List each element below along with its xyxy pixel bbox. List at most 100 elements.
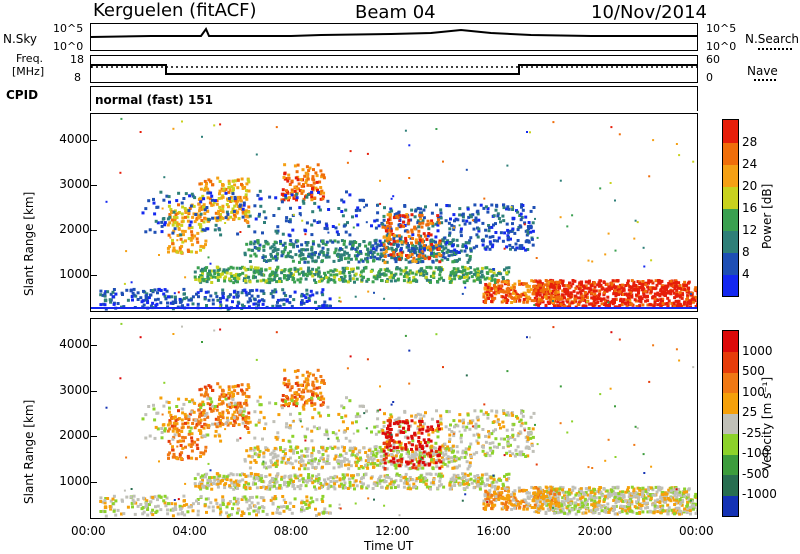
heatmap-cell (576, 291, 580, 295)
heatmap-cell (221, 195, 225, 199)
heatmap-cell (302, 257, 306, 261)
heatmap-cell (341, 253, 345, 257)
heatmap-cell (620, 286, 624, 290)
heatmap-cell (444, 242, 448, 246)
heatmap-cell (268, 280, 272, 284)
heatmap-cell (282, 298, 286, 302)
heatmap-cell (417, 448, 421, 452)
heatmap-cell (392, 237, 396, 241)
heatmap-cell (521, 208, 525, 212)
heatmap-cell (197, 422, 201, 426)
heatmap-cell (217, 415, 221, 419)
heatmap-cell (556, 304, 560, 308)
heatmap-cell (527, 239, 531, 243)
heatmap-cell (176, 440, 180, 444)
heatmap-cell (414, 251, 418, 255)
heatmap-cell (321, 240, 325, 243)
heatmap-cell (171, 448, 175, 452)
heatmap-cell (524, 282, 528, 286)
heatmap-cell (288, 294, 292, 298)
heatmap-cell (453, 454, 457, 458)
heatmap-cell (490, 451, 494, 455)
heatmap-cell (614, 285, 618, 289)
heatmap-cell (488, 240, 492, 244)
heatmap-cell (577, 287, 581, 291)
heatmap-cell (231, 300, 234, 304)
heatmap-cell (388, 424, 392, 428)
heatmap-cell (577, 301, 581, 305)
heatmap-cell (332, 273, 336, 277)
heatmap-cell (656, 299, 660, 302)
heatmap-cell (233, 384, 237, 388)
heatmap-cell (166, 453, 170, 457)
heatmap-cell (367, 457, 371, 461)
heatmap-cell (411, 450, 415, 454)
heatmap-cell (417, 233, 421, 237)
heatmap-cell (199, 455, 202, 458)
heatmap-cell (217, 402, 221, 406)
heatmap-cell (173, 227, 177, 231)
heatmap-cell (451, 450, 455, 454)
heatmap-cell (247, 275, 251, 279)
heatmap-cell (402, 426, 405, 430)
heatmap-cell (468, 239, 472, 243)
heatmap-cell (230, 199, 234, 203)
heatmap-cell (397, 416, 401, 420)
heatmap-cell (304, 277, 308, 281)
heatmap-cell (179, 233, 183, 237)
heatmap-cell (520, 244, 524, 248)
heatmap-cell (470, 481, 474, 485)
heatmap-cell (454, 250, 458, 254)
heatmap-cell (432, 254, 436, 258)
heatmap-cell (542, 288, 546, 292)
power-ytick-mark (91, 275, 97, 277)
heatmap-cell (230, 405, 234, 409)
heatmap-cell (596, 300, 600, 304)
heatmap-cell (488, 293, 492, 297)
heatmap-cell (193, 426, 197, 430)
heatmap-cell (539, 283, 542, 287)
heatmap-cell (440, 465, 444, 469)
heatmap-cell (422, 414, 426, 418)
heatmap-cell (282, 291, 286, 295)
heatmap-cell (313, 253, 317, 257)
heatmap-cell (213, 478, 217, 482)
heatmap-cell (352, 226, 355, 229)
heatmap-cell (356, 452, 359, 456)
heatmap-cell (474, 477, 478, 481)
heatmap-cell (361, 269, 365, 273)
heatmap-cell (180, 244, 184, 248)
heatmap-cell (227, 267, 231, 271)
heatmap-cell (184, 239, 187, 243)
heatmap-cell (512, 216, 516, 220)
heatmap-cell (132, 293, 136, 297)
heatmap-cell (218, 192, 221, 196)
heatmap-cell (241, 392, 245, 396)
heatmap-cell (221, 394, 225, 398)
heatmap-cell (193, 220, 197, 224)
heatmap-cell (262, 455, 266, 459)
heatmap-cell (380, 254, 384, 257)
heatmap-cell (322, 173, 326, 177)
heatmap-cell (591, 304, 595, 308)
heatmap-cell (690, 293, 694, 297)
heatmap-cell (201, 413, 205, 417)
heatmap-cell (476, 474, 480, 477)
heatmap-cell (300, 189, 304, 193)
heatmap-cell (469, 421, 473, 425)
heatmap-cell (239, 405, 243, 409)
heatmap-cell (306, 381, 310, 385)
heatmap-cell (261, 462, 265, 466)
heatmap-cell (227, 385, 231, 389)
heatmap-cell (264, 268, 268, 272)
nsky-tick-bottom: 10^0 (53, 40, 84, 53)
heatmap-cell (403, 229, 407, 233)
heatmap-cell (197, 214, 201, 218)
heatmap-cell (254, 275, 257, 279)
heatmap-cell (316, 163, 320, 167)
heatmap-cell (678, 154, 681, 157)
heatmap-cell (338, 300, 341, 303)
heatmap-cell (216, 212, 220, 216)
heatmap-cell (311, 274, 315, 278)
heatmap-cell (219, 419, 222, 422)
